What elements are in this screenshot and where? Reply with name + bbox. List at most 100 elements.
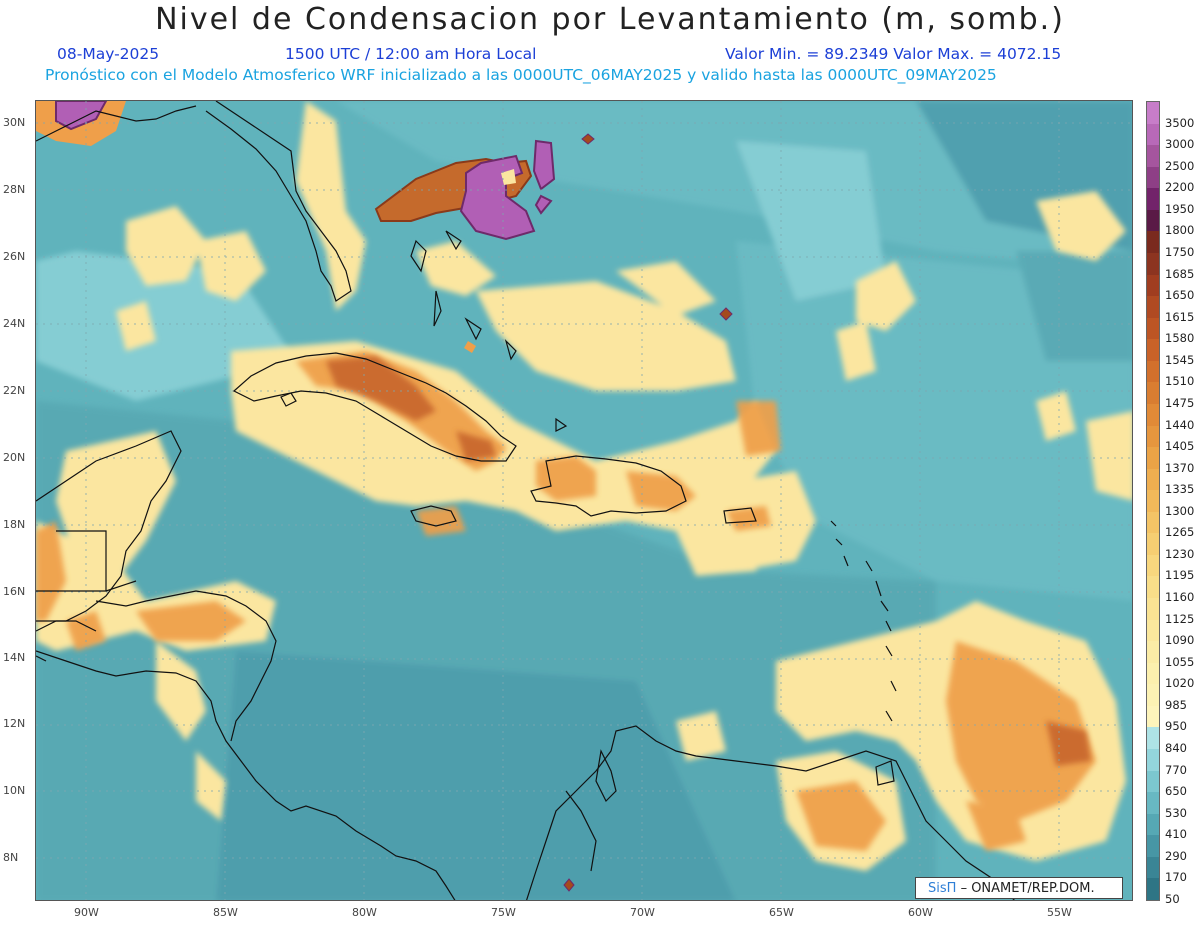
credit-text: – ONAMET/REP.DOM. bbox=[960, 881, 1095, 896]
colorbar-label: 770 bbox=[1165, 762, 1187, 777]
colorbar-segment bbox=[1147, 166, 1159, 189]
colorbar-segment bbox=[1147, 447, 1159, 470]
colorbar-segment bbox=[1147, 209, 1159, 232]
lat-label: 12N bbox=[3, 717, 26, 730]
colorbar-label: 950 bbox=[1165, 719, 1187, 734]
colorbar-label: 1265 bbox=[1165, 525, 1195, 540]
forecast-description: Pronóstico con el Modelo Atmosferico WRF… bbox=[45, 66, 997, 84]
colorbar-label: 1160 bbox=[1165, 590, 1195, 605]
colorbar-segment bbox=[1147, 684, 1159, 707]
colorbar-label: 1090 bbox=[1165, 633, 1195, 648]
lat-label: 22N bbox=[3, 384, 26, 397]
colorbar-segment bbox=[1147, 123, 1159, 146]
credit-box: SisΠ – ONAMET/REP.DOM. bbox=[915, 877, 1123, 899]
colorbar-label: 1020 bbox=[1165, 676, 1195, 691]
lat-label: 28N bbox=[3, 183, 26, 196]
colorbar bbox=[1146, 101, 1160, 901]
colorbar-segment bbox=[1147, 641, 1159, 664]
colorbar-label: 170 bbox=[1165, 870, 1187, 885]
colorbar-segment bbox=[1147, 382, 1159, 405]
colorbar-label: 985 bbox=[1165, 697, 1187, 712]
forecast-date: 08-May-2025 bbox=[57, 45, 160, 63]
lat-label: 20N bbox=[3, 451, 26, 464]
colorbar-segment bbox=[1147, 792, 1159, 815]
colorbar-label: 2500 bbox=[1165, 158, 1195, 173]
colorbar-segment bbox=[1147, 274, 1159, 297]
colorbar-label: 3000 bbox=[1165, 137, 1195, 152]
colorbar-label: 1125 bbox=[1165, 611, 1195, 626]
colorbar-segment bbox=[1147, 490, 1159, 513]
colorbar-label: 1335 bbox=[1165, 482, 1195, 497]
colorbar-segment bbox=[1147, 425, 1159, 448]
colorbar-label: 1055 bbox=[1165, 654, 1195, 669]
colorbar-label: 1580 bbox=[1165, 331, 1195, 346]
colorbar-label: 1545 bbox=[1165, 352, 1195, 367]
colorbar-label: 530 bbox=[1165, 805, 1187, 820]
colorbar-label: 50 bbox=[1165, 892, 1180, 906]
lat-label: 18N bbox=[3, 518, 26, 531]
colorbar-label: 1510 bbox=[1165, 374, 1195, 389]
colorbar-segment bbox=[1147, 317, 1159, 340]
colorbar-segment bbox=[1147, 662, 1159, 685]
colorbar-label: 1750 bbox=[1165, 244, 1195, 259]
lon-label: 55W bbox=[1047, 906, 1072, 919]
lat-label: 10N bbox=[3, 784, 26, 797]
colorbar-label: 1615 bbox=[1165, 309, 1195, 324]
colorbar-label: 2200 bbox=[1165, 180, 1195, 195]
colorbar-segment bbox=[1147, 835, 1159, 858]
colorbar-segment bbox=[1147, 576, 1159, 599]
colorbar-label: 1475 bbox=[1165, 395, 1195, 410]
colorbar-label: 290 bbox=[1165, 848, 1187, 863]
colorbar-label: 1685 bbox=[1165, 266, 1195, 281]
colorbar-segment bbox=[1147, 145, 1159, 168]
colorbar-segment bbox=[1147, 296, 1159, 319]
lon-label: 85W bbox=[213, 906, 238, 919]
colorbar-label: 1650 bbox=[1165, 288, 1195, 303]
colorbar-segment bbox=[1147, 468, 1159, 491]
colorbar-label: 1230 bbox=[1165, 546, 1195, 561]
lat-label: 24N bbox=[3, 317, 26, 330]
colorbar-label: 1800 bbox=[1165, 223, 1195, 238]
lon-label: 70W bbox=[630, 906, 655, 919]
forecast-time: 1500 UTC / 12:00 am Hora Local bbox=[285, 45, 537, 63]
colorbar-segment bbox=[1147, 252, 1159, 276]
colorbar-segment bbox=[1147, 231, 1159, 254]
map-title: Nivel de Condensacion por Levantamiento … bbox=[155, 2, 1065, 37]
colorbar-segment bbox=[1147, 339, 1159, 362]
colorbar-label: 1950 bbox=[1165, 201, 1195, 216]
colorbar-segment bbox=[1147, 727, 1159, 750]
colorbar-segment bbox=[1147, 598, 1159, 621]
lon-label: 90W bbox=[74, 906, 99, 919]
colorbar-segment bbox=[1147, 749, 1159, 772]
lcl-map bbox=[35, 100, 1133, 901]
colorbar-segment bbox=[1147, 102, 1159, 125]
colorbar-label: 1300 bbox=[1165, 503, 1195, 518]
colorbar-label: 1195 bbox=[1165, 568, 1195, 583]
colorbar-segment bbox=[1147, 511, 1159, 534]
lat-label: 30N bbox=[3, 116, 26, 129]
lon-label: 80W bbox=[352, 906, 377, 919]
lat-label: 8N bbox=[3, 851, 19, 864]
colorbar-segment bbox=[1147, 533, 1159, 556]
colorbar-segment bbox=[1147, 619, 1159, 642]
colorbar-label: 410 bbox=[1165, 827, 1187, 842]
colorbar-segment bbox=[1147, 770, 1159, 793]
colorbar-segment bbox=[1147, 554, 1159, 577]
colorbar-segment bbox=[1147, 856, 1159, 879]
min-max-values: Valor Min. = 89.2349 Valor Max. = 4072.1… bbox=[725, 45, 1062, 63]
colorbar-label: 840 bbox=[1165, 741, 1187, 756]
colorbar-segment bbox=[1147, 188, 1159, 211]
lon-label: 75W bbox=[491, 906, 516, 919]
lon-label: 60W bbox=[908, 906, 933, 919]
lat-label: 26N bbox=[3, 250, 26, 263]
colorbar-segment bbox=[1147, 403, 1159, 426]
lat-label: 14N bbox=[3, 651, 26, 664]
lon-label: 65W bbox=[769, 906, 794, 919]
colorbar-label: 1370 bbox=[1165, 460, 1195, 475]
colorbar-segment bbox=[1147, 360, 1159, 383]
colorbar-label: 1440 bbox=[1165, 417, 1195, 432]
colorbar-label: 1405 bbox=[1165, 439, 1195, 454]
colorbar-label: 3500 bbox=[1165, 115, 1195, 130]
colorbar-segment bbox=[1147, 705, 1159, 728]
colorbar-segment bbox=[1147, 813, 1159, 836]
